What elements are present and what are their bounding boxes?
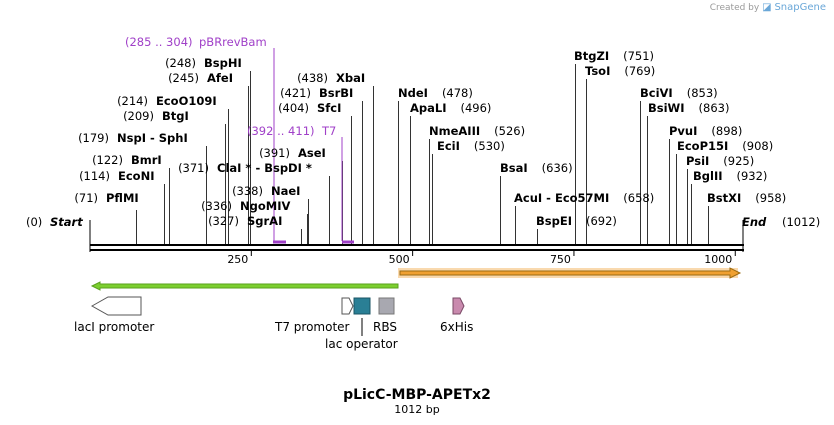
green-orf-arrow [90,281,399,291]
rbs-label: RBS [373,320,397,334]
site-pos: (958) [755,191,786,205]
site-name: EcoP15I [677,139,728,153]
site-name: EcoNI [118,169,154,183]
site-name: BglII [693,169,723,183]
site-pos: (898) [711,124,742,138]
snapgene-logo-icon: ◪ [762,2,772,13]
site-name: NgoMIV [240,199,290,213]
site-pos: (438) [297,71,328,85]
site-pos: (751) [623,49,654,63]
site-pos: (209) [123,109,154,123]
site-name: AcuI - Eco57MI [514,191,609,205]
6xhis-label: 6xHis [440,320,473,334]
site-name: NaeI [271,184,300,198]
t7-promoter-label: T7 promoter [274,320,350,334]
site-pos: (404) [278,101,309,115]
site-name: BsiWI [648,101,685,115]
site-pos: (327) [208,214,239,228]
primer-pbrrevbam-name: pBRrevBam [199,35,267,49]
credit-brand: SnapGene [774,2,826,13]
site-name: NdeI [398,86,428,100]
site-pos: (925) [723,154,754,168]
site-pos: (932) [737,169,768,183]
site-name: BspEI [536,214,572,228]
scale-ticks: 250 500 750 1000 [227,250,736,266]
site-name: EciI [437,139,460,153]
site-pos: (336) [201,199,232,213]
site-pos: (658) [623,191,654,205]
start-pos: (0) [26,215,42,229]
site-name: XbaI [336,71,365,85]
scale-tick-label: 500 [389,253,410,266]
credit-prefix: Created by [709,3,760,13]
site-name: BciVI [640,86,673,100]
site-name: ClaI * - BspDI * [217,161,312,175]
laci-promoter-label: lacI promoter [74,320,154,334]
site-pos: (338) [232,184,263,198]
site-pos: (526) [494,124,525,138]
scale-tick-label: 1000 [704,253,732,266]
site-name: BstXI [707,191,741,205]
snapgene-credit: Created by ◪ SnapGene [710,2,826,13]
site-name: NmeAIII [429,124,480,138]
site-pos: (371) [178,161,209,175]
end-pos: (1012) [782,215,820,229]
site-pos: (179) [78,131,109,145]
scale-tick-label: 250 [227,253,248,266]
site-name: BtgZI [574,49,609,63]
rbs-feature [378,297,395,315]
6xhis-feature [452,297,465,315]
site-name: AfeI [207,71,233,85]
site-name: SfcI [317,101,341,115]
site-pos: (692) [586,214,617,228]
site-pos: (391) [259,146,290,160]
map-subtitle: 1012 bp [394,403,439,416]
end-label: End [742,215,767,229]
site-pos: (853) [687,86,718,100]
site-name: BspHI [204,56,242,70]
laci-promoter-feature [90,296,142,316]
site-pos: (769) [624,64,655,78]
site-name: PflMI [106,191,139,205]
site-pos: (530) [474,139,505,153]
start-label: Start [50,215,83,229]
site-name: PsiI [686,154,709,168]
map-title: pLicC-MBP-APETx2 [343,387,491,403]
lac-operator-feature [353,297,371,315]
site-pos: (636) [542,161,573,175]
lac-operator-label: lac operator [325,337,398,351]
t7-promoter-feature [341,297,354,315]
site-name: ApaLI [410,101,447,115]
site-pos: (248) [165,56,196,70]
site-pos: (478) [442,86,473,100]
site-pos: (421) [280,86,311,100]
site-pos: (245) [168,71,199,85]
site-name: SgrAI [247,214,282,228]
site-pos: (114) [79,169,110,183]
site-name: TsoI [585,64,610,78]
site-pos: (122) [92,153,123,167]
site-name: BmrI [131,153,162,167]
site-name: EcoO109I [156,94,217,108]
site-pos: (496) [461,101,492,115]
site-name: BsrBI [319,86,353,100]
site-pos: (863) [699,101,730,115]
primer-t7-name: T7 [321,124,336,138]
site-pos: (214) [117,94,148,108]
orange-orf-arrow [399,267,742,279]
site-name: BtgI [162,109,189,123]
site-name: AseI [298,146,326,160]
site-labels: (71) PflMI (114) EcoNI (122) BmrI (179) NspI - … [74,49,786,228]
scale-tick-label: 750 [550,253,571,266]
site-name: PvuI [669,124,697,138]
site-pos: (71) [74,191,98,205]
primer-pbrrevbam-pos: (285 .. 304) [125,35,193,49]
site-name: BsaI [500,161,528,175]
site-name: NspI - SphI [117,131,188,145]
primer-t7-pos: (392 .. 411) [247,124,315,138]
site-pos: (908) [742,139,773,153]
